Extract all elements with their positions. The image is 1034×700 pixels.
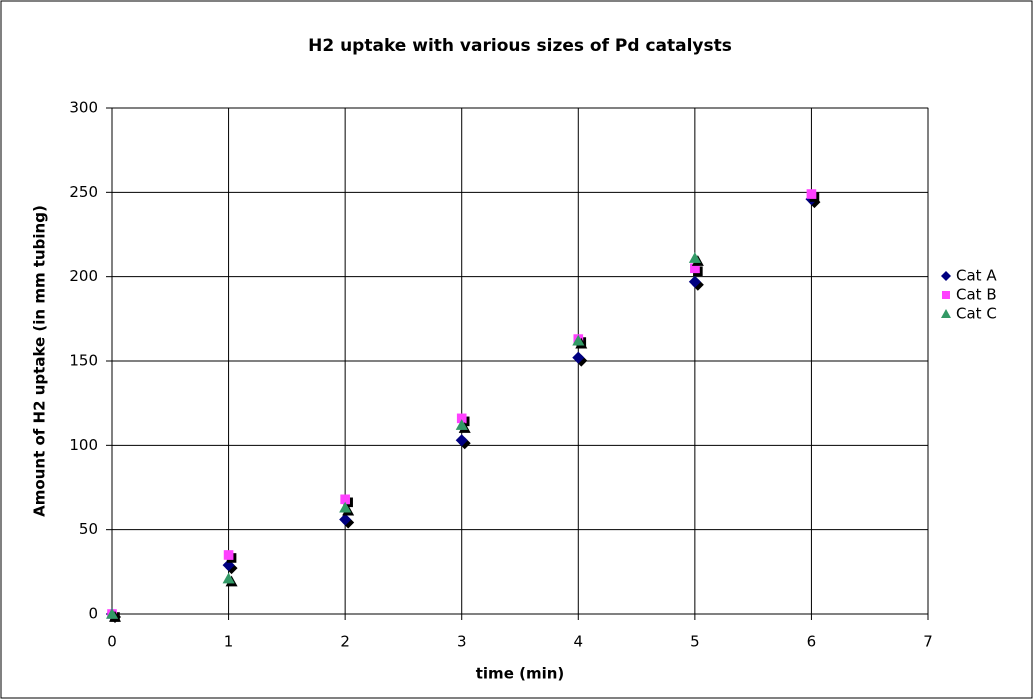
x-axis-label: time (min) bbox=[476, 665, 565, 683]
marker-triangle bbox=[222, 572, 235, 584]
marker-triangle bbox=[339, 501, 352, 513]
marker-diamond bbox=[222, 559, 235, 572]
marker-diamond bbox=[455, 434, 468, 447]
legend-label: Cat C bbox=[956, 305, 997, 323]
marker-triangle bbox=[572, 334, 585, 346]
marker-square bbox=[223, 550, 234, 560]
y-tick-label: 150 bbox=[69, 352, 98, 370]
x-tick-label: 4 bbox=[574, 633, 584, 651]
marker-triangle bbox=[688, 252, 701, 263]
y-tick-label: 250 bbox=[69, 183, 98, 201]
y-axis-label: Amount of H2 uptake (in mm tubing) bbox=[31, 205, 49, 517]
x-tick-label: 2 bbox=[340, 633, 350, 651]
x-tick-label: 5 bbox=[690, 633, 700, 651]
y-tick-label: 300 bbox=[69, 99, 98, 117]
marker-square bbox=[456, 413, 467, 424]
marker-diamond bbox=[688, 275, 701, 288]
x-tick-label: 6 bbox=[807, 633, 817, 651]
marker-square bbox=[340, 494, 350, 505]
y-tick-label: 200 bbox=[69, 267, 98, 285]
marker-diamond bbox=[339, 513, 352, 526]
marker-square bbox=[690, 263, 700, 274]
legend-marker bbox=[942, 291, 950, 299]
legend-label: Cat B bbox=[956, 286, 997, 304]
x-tick-label: 1 bbox=[224, 633, 234, 651]
x-tick-label: 3 bbox=[457, 633, 467, 651]
marker-triangle bbox=[455, 419, 468, 430]
y-tick-label: 100 bbox=[69, 436, 98, 454]
chart-title: H2 uptake with various sizes of Pd catal… bbox=[308, 36, 732, 56]
legend-label: Cat A bbox=[956, 267, 997, 285]
marker-square bbox=[806, 189, 817, 199]
y-tick-label: 50 bbox=[79, 520, 98, 538]
legend-marker bbox=[941, 309, 951, 318]
y-tick-label: 0 bbox=[88, 605, 98, 623]
marker-triangle bbox=[106, 608, 118, 619]
marker-diamond bbox=[572, 351, 585, 364]
legend-marker bbox=[941, 271, 951, 281]
x-tick-label: 7 bbox=[923, 633, 933, 651]
x-tick-label: 0 bbox=[107, 633, 117, 651]
